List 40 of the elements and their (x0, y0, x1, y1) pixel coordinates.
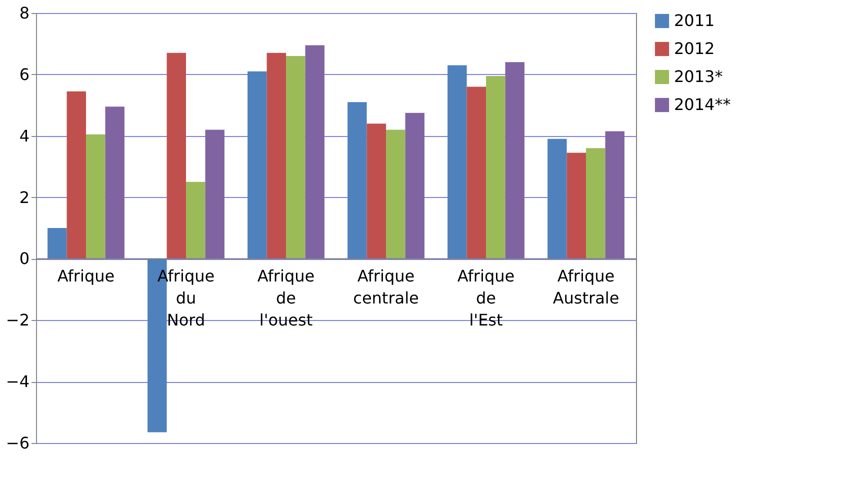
bar (566, 152, 586, 259)
y-tick-label: −6 (6, 434, 30, 452)
bar (505, 62, 524, 259)
y-tick-label: 8 (19, 4, 30, 22)
bar (348, 102, 367, 259)
x-tick-label: Afrique Australe (552, 266, 620, 308)
bar (386, 130, 406, 259)
bar (48, 228, 67, 259)
x-tick-label: Afrique de l'Est (457, 266, 515, 330)
bar (266, 52, 286, 259)
x-tick-label: Afrique de l'ouest (257, 266, 315, 330)
bar (205, 130, 224, 259)
y-tick-label: −4 (6, 372, 30, 392)
bar (286, 56, 306, 259)
legend-label: 2013* (674, 67, 723, 86)
bar (186, 182, 206, 259)
bar (548, 138, 567, 259)
bar (466, 86, 486, 259)
bar (366, 124, 386, 259)
bar (66, 91, 86, 259)
bar (305, 45, 324, 259)
y-tick-label: 0 (19, 249, 30, 268)
legend-label: 2011 (674, 11, 715, 30)
legend-label: 2014** (674, 95, 731, 114)
bar (405, 112, 424, 259)
bar (86, 134, 106, 259)
bar (486, 76, 506, 259)
y-tick-label: −2 (6, 310, 30, 330)
y-tick-label: 4 (19, 126, 30, 146)
bar (448, 65, 467, 259)
bar (605, 131, 624, 259)
bar (166, 52, 186, 259)
x-tick-label: Afrique centrale (353, 266, 419, 308)
legend-label: 2012 (674, 39, 715, 58)
bar (586, 148, 606, 259)
x-tick-label: Afrique (57, 266, 115, 286)
bar (105, 106, 124, 259)
y-tick-label: 2 (19, 188, 30, 207)
y-tick-label: 6 (19, 64, 30, 84)
bar (248, 71, 267, 259)
